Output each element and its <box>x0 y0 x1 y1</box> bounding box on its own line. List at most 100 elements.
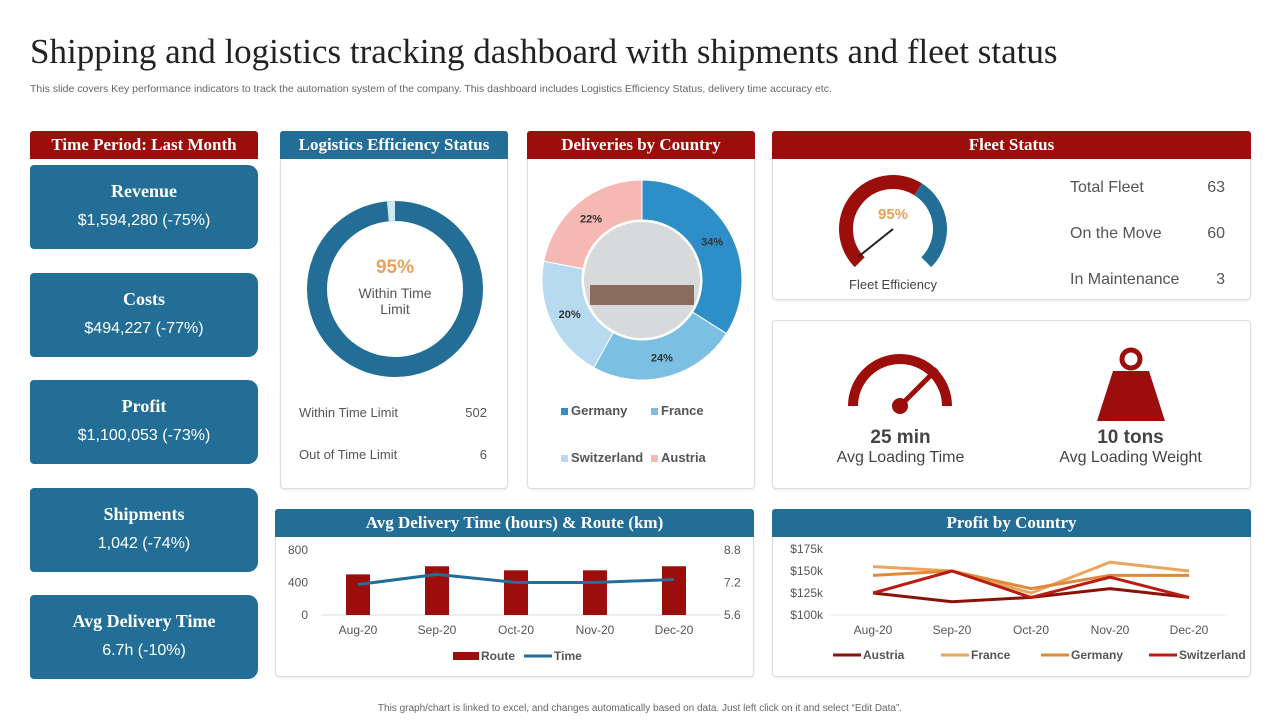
fleet-gauge-value: 95% <box>877 206 909 223</box>
ship-image <box>590 285 694 305</box>
legend-swatch-route <box>453 652 479 660</box>
kpi-value: 1,042 (-74%) <box>97 534 191 552</box>
fleet-gauge-label: Fleet Efficiency <box>849 277 937 292</box>
y-tick: $150k <box>790 564 824 578</box>
legend-swatch <box>561 408 568 415</box>
x-tick: Sep-20 <box>933 623 972 637</box>
y2-tick: 8.8 <box>724 543 741 557</box>
x-tick: Sep-20 <box>418 623 457 637</box>
out-label: Out of Time Limit <box>299 447 398 462</box>
y-tick: 800 <box>288 543 308 557</box>
legend-swatch <box>651 455 658 462</box>
fleet-panel: 95% Fleet Efficiency Total Fleet 63 On t… <box>772 159 1251 300</box>
speedometer-icon <box>848 354 952 414</box>
y-tick: 0 <box>301 608 308 622</box>
fleet-gauge <box>839 175 947 268</box>
subtitle: This slide covers Key performance indica… <box>30 83 832 95</box>
delivery-combo-chart: 0 400 800 5.6 7.2 8.8 Aug-20 Sep-20 Oct-20 Nov-20… <box>288 543 741 663</box>
on-move-value: 60 <box>1207 225 1225 242</box>
kpi-card-costs: Costs $494,227 (-77%) <box>30 272 258 357</box>
kpi-label: Avg Delivery Time <box>72 611 216 631</box>
efficiency-panel: 95% Within Time Limit Within Time Limit … <box>280 159 508 489</box>
kpi-value: 6.7h (-10%) <box>102 642 186 659</box>
within-value: 502 <box>465 405 487 420</box>
delivery-chart-panel: 0 400 800 5.6 7.2 8.8 Aug-20 Sep-20 Oct-20 Nov-20… <box>275 537 754 677</box>
kpi-card-revenue: Revenue $1,594,280 (-75%) <box>30 165 258 249</box>
efficiency-percent: 95% <box>375 257 415 278</box>
delivery-chart-header: Avg Delivery Time (hours) & Route (km) <box>275 509 754 537</box>
fleet-header: Fleet Status <box>772 131 1251 159</box>
legend-label-switzerland: Switzerland <box>571 450 643 465</box>
x-tick: Nov-20 <box>576 623 615 637</box>
pie-label: 24% <box>651 352 673 364</box>
deliveries-panel: 34% 24% 20% 22% Germany France Switzerland Aust… <box>527 159 755 489</box>
profit-line-switzerland <box>872 569 1190 599</box>
x-tick: Nov-20 <box>1091 623 1130 637</box>
total-fleet-value: 63 <box>1207 179 1225 196</box>
legend-label-germany: Germany <box>571 403 628 418</box>
profit-chart-header: Profit by Country <box>772 509 1251 537</box>
loading-time-label: Avg Loading Time <box>836 449 965 466</box>
weight-icon <box>1097 347 1165 421</box>
legend-label-route: Route <box>481 649 515 663</box>
route-bar <box>583 570 607 615</box>
legend-label-france: France <box>661 403 704 418</box>
loading-weight-value: 10 tons <box>1097 427 1164 448</box>
footer-note: This graph/chart is linked to excel, and… <box>377 703 903 714</box>
kpi-label: Costs <box>122 288 165 309</box>
kpi-value: $1,100,053 (-73%) <box>77 427 211 444</box>
profit-line-france <box>872 560 1190 595</box>
profit-chart-panel: $100k $125k $150k $175k Aug-20 Sep-20 Oct-20 No… <box>772 537 1251 677</box>
on-move-label: On the Move <box>1070 225 1162 242</box>
x-tick: Dec-20 <box>1170 623 1209 637</box>
x-tick: Oct-20 <box>498 623 534 637</box>
deliveries-pie-chart: 34% 24% 20% 22% Germany France Switzerland Aust… <box>541 179 743 465</box>
maintenance-value: 3 <box>1216 271 1225 288</box>
y-tick: $100k <box>790 608 824 622</box>
kpi-value: $1,594,280 (-75%) <box>77 212 211 229</box>
kpi-label: Shipments <box>103 503 185 524</box>
legend-swatch <box>651 408 658 415</box>
legend-label-germany: Germany <box>1071 648 1123 662</box>
profit-line-germany <box>872 569 1189 591</box>
route-bar <box>662 566 686 615</box>
legend-label-time: Time <box>554 649 582 663</box>
kpi-label: Revenue <box>111 181 177 201</box>
within-label: Within Time Limit <box>299 405 398 420</box>
y-tick: 400 <box>288 576 308 590</box>
loading-time-value: 25 min <box>870 427 931 448</box>
pie-slice-germany <box>641 179 743 335</box>
port-image <box>584 222 700 338</box>
y-tick: $175k <box>790 542 824 556</box>
efficiency-center-label: Within Time Limit <box>358 285 432 317</box>
efficiency-donut <box>307 201 483 377</box>
efficiency-header: Logistics Efficiency Status <box>280 131 508 159</box>
time-line <box>357 572 675 587</box>
x-tick: Dec-20 <box>655 623 694 637</box>
y2-tick: 7.2 <box>724 576 741 590</box>
total-fleet-label: Total Fleet <box>1070 179 1144 196</box>
page-title: Shipping and logistics tracking dashboar… <box>30 32 1058 71</box>
kpi-label: Profit <box>121 396 167 416</box>
pie-label: 22% <box>580 213 602 225</box>
profit-line-austria <box>872 587 1190 604</box>
x-tick: Oct-20 <box>1013 623 1049 637</box>
profit-line-chart: $100k $125k $150k $175k Aug-20 Sep-20 Oct-20 No… <box>790 542 1246 662</box>
route-bar <box>346 574 370 615</box>
pie-slice-austria <box>543 179 643 270</box>
legend-label-switzerland: Switzerland <box>1179 648 1246 662</box>
x-tick: Aug-20 <box>339 623 378 637</box>
kpi-card-avg-delivery-time: Avg Delivery Time 6.7h (-10%) <box>30 595 258 679</box>
pie-label: 34% <box>701 236 723 248</box>
legend-label-austria: Austria <box>661 450 707 465</box>
route-bar <box>504 570 528 615</box>
legend-label-france: France <box>971 648 1011 662</box>
y2-tick: 5.6 <box>724 608 741 622</box>
loading-weight-label: Avg Loading Weight <box>1059 449 1202 466</box>
out-value: 6 <box>479 447 487 462</box>
maintenance-label: In Maintenance <box>1070 271 1180 288</box>
kpi-card-shipments: Shipments 1,042 (-74%) <box>30 487 258 572</box>
kpi-card-profit: Profit $1,100,053 (-73%) <box>30 380 258 464</box>
y-tick: $125k <box>790 586 824 600</box>
loading-panel: 25 min Avg Loading Time 10 tons Avg Load… <box>772 320 1251 489</box>
